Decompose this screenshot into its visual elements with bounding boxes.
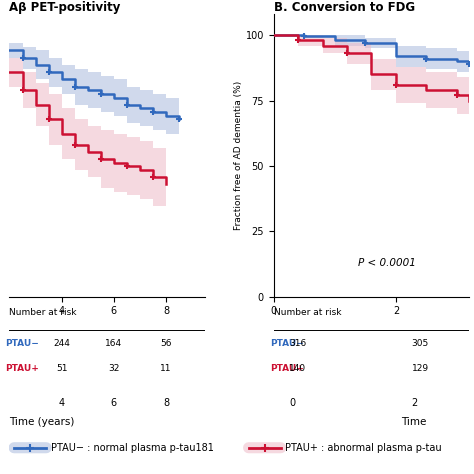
Text: 140: 140 bbox=[289, 364, 306, 373]
Y-axis label: Fraction free of AD dementia (%): Fraction free of AD dementia (%) bbox=[234, 81, 243, 230]
Text: 129: 129 bbox=[411, 364, 428, 373]
Text: Time: Time bbox=[401, 417, 426, 427]
Text: 4: 4 bbox=[59, 398, 65, 408]
Text: 8: 8 bbox=[163, 398, 169, 408]
Text: 164: 164 bbox=[105, 339, 122, 348]
Text: 0: 0 bbox=[289, 398, 295, 408]
Text: 305: 305 bbox=[411, 339, 429, 348]
Text: B. Conversion to FDG: B. Conversion to FDG bbox=[273, 1, 415, 14]
Text: Time (years): Time (years) bbox=[9, 417, 75, 427]
Text: 2: 2 bbox=[411, 398, 418, 408]
Text: PTAU−: PTAU− bbox=[270, 339, 303, 348]
Text: PTAU− : normal plasma p-tau181: PTAU− : normal plasma p-tau181 bbox=[51, 443, 214, 453]
Text: Number at risk: Number at risk bbox=[273, 308, 341, 317]
Text: PTAU+ : abnormal plasma p-tau: PTAU+ : abnormal plasma p-tau bbox=[285, 443, 442, 453]
Text: P < 0.0001: P < 0.0001 bbox=[358, 258, 416, 268]
Text: 32: 32 bbox=[108, 364, 119, 373]
Text: Aβ PET-positivity: Aβ PET-positivity bbox=[9, 1, 121, 14]
Text: 316: 316 bbox=[289, 339, 307, 348]
Text: 56: 56 bbox=[160, 339, 172, 348]
Text: 51: 51 bbox=[56, 364, 67, 373]
Text: PTAU+: PTAU+ bbox=[270, 364, 303, 373]
Text: 244: 244 bbox=[53, 339, 70, 348]
Text: Number at risk: Number at risk bbox=[9, 308, 77, 317]
Text: 11: 11 bbox=[160, 364, 172, 373]
Text: PTAU+: PTAU+ bbox=[6, 364, 39, 373]
Text: 6: 6 bbox=[111, 398, 117, 408]
Text: PTAU−: PTAU− bbox=[6, 339, 39, 348]
